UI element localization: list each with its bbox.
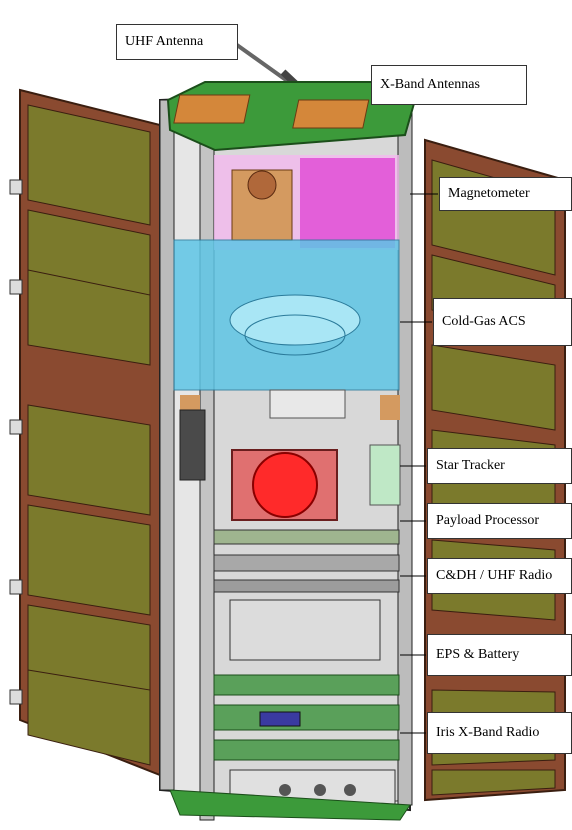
- leader-lines: [400, 193, 438, 734]
- magnetometer-bay: [214, 155, 399, 250]
- callout-star-tracker: Star Tracker: [427, 448, 572, 484]
- callout-magnetometer: Magnetometer: [439, 177, 572, 211]
- boards-stack: [213, 529, 400, 806]
- callout-xband-antennas: X-Band Antennas: [371, 65, 527, 105]
- callout-payload-processor: Payload Processor: [427, 503, 572, 539]
- acs-bay: [173, 239, 400, 420]
- left-solar-panel: [9, 88, 161, 777]
- bottom-panel: [169, 789, 411, 821]
- callout-eps-battery: EPS & Battery: [427, 634, 572, 676]
- callout-cdh-uhf-radio: C&DH / UHF Radio: [427, 558, 572, 594]
- top-panel: [166, 81, 417, 152]
- callout-iris-xband-radio: Iris X-Band Radio: [427, 712, 572, 754]
- callout-cold-gas-acs: Cold-Gas ACS: [433, 298, 572, 346]
- callout-uhf-antenna: UHF Antenna: [116, 24, 238, 60]
- star-tracker: [179, 409, 401, 521]
